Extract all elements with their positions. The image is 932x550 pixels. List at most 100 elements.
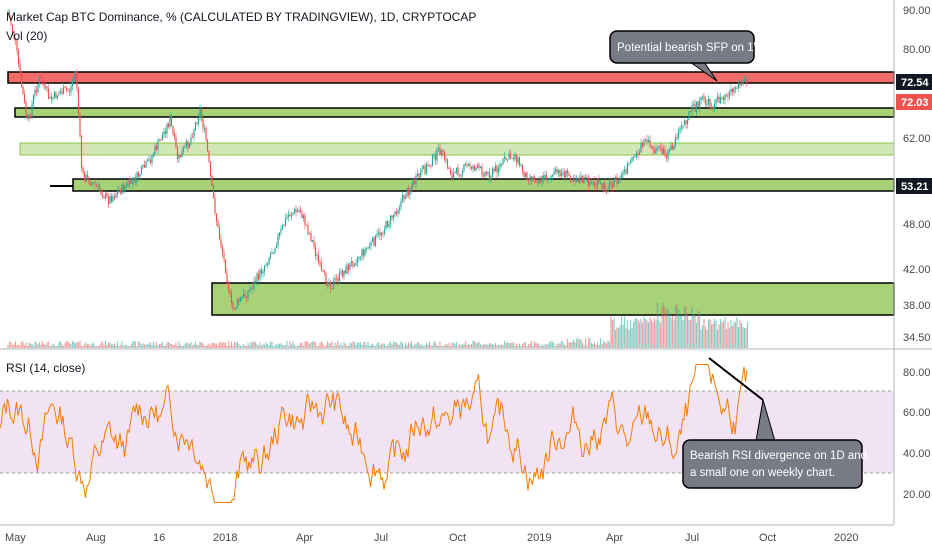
volume-bar [520,346,522,348]
time-tick-may: May [5,532,26,544]
candle-body [112,196,114,202]
volume-bar [584,338,587,348]
candle-body [382,232,384,234]
candle-body [499,163,501,169]
volume-bar [185,342,188,348]
volume-bar [175,342,177,348]
volume-bar [196,344,198,348]
candle-body [47,88,50,99]
volume-bar [97,346,99,348]
volume-bar [38,342,41,348]
candle-body [172,126,174,134]
volume-bar [449,346,452,348]
volume-bar [346,346,348,348]
volume-bar [143,344,146,348]
candle-body [473,166,476,171]
volume-bar [583,345,585,348]
rsi-divergence-line[interactable] [708,357,764,401]
candle-body [103,197,105,199]
candle-body [55,92,57,99]
candle-body [298,210,300,212]
candle-body [292,213,294,216]
candle-body [377,232,380,235]
volume-bar [668,312,671,348]
volume-bar [281,344,284,348]
volume-bar [173,345,176,348]
rsi-axis[interactable]: 80.00 60.00 40.00 20.00 [903,367,931,501]
support-zone-upper[interactable] [14,107,895,118]
volume-bar [121,341,123,348]
volume-bar [124,344,126,348]
volume-bar [245,346,248,348]
volume-bar [539,346,542,348]
volume-bar [64,343,66,348]
volume-bar [515,343,518,348]
volume-bar [14,341,17,348]
volume-bar [497,344,500,348]
candle-body [125,183,128,187]
support-zone-lower[interactable] [72,178,895,192]
candle-body [175,137,177,148]
candle-body [733,87,735,93]
price-axis[interactable]: 90.00 80.00 62.00 48.00 42.00 38.00 34.5… [903,5,931,344]
candle-body [239,297,242,302]
sfp-annotation[interactable]: Potential bearish SFP on 1W [609,30,765,82]
volume-bar [184,343,186,348]
volume-bar [191,345,194,348]
candle-body [328,282,330,286]
volume-bar [119,345,122,348]
volume-bar [116,341,119,348]
volume-bar [508,342,510,348]
volume-bar [127,345,129,348]
candle-body [23,94,26,102]
candle-body [119,190,122,194]
volume-bar [602,340,605,348]
candle-body [185,141,188,146]
candle-body [719,97,722,103]
candle-body [566,170,569,174]
candle-body [89,183,92,186]
volume-bar [250,342,252,348]
rsi-annotation[interactable]: Bearish RSI divergence on 1D and a small… [682,399,867,489]
candle-body [623,169,626,172]
volume-bar [391,344,393,348]
volume-bar [557,342,560,348]
candle-body [271,253,273,255]
candle-body [341,271,344,277]
volume-bar [344,343,347,348]
volume-bar [206,345,209,348]
volume-bar [352,341,354,348]
volume-bar [601,344,603,348]
volume-bar [724,316,726,348]
resistance-zone[interactable] [7,71,895,84]
volume-bar [190,342,192,348]
candle-body [448,167,450,169]
volume-bar [161,342,164,348]
candle-body [241,297,243,298]
volume-bar [7,345,9,348]
candle-body [290,215,293,217]
volume-bar [407,342,410,348]
candle-body [157,140,159,150]
candle-body [247,291,249,299]
candle-body [607,188,609,192]
candle-body [40,76,42,78]
support-zone-bottom[interactable] [211,282,895,316]
volume-bar [317,345,320,348]
volume-bar [296,345,299,348]
candle-body [224,259,227,273]
volume-bar [163,345,165,348]
time-axis[interactable]: May Aug 16 2018 Apr Jul Oct 2019 Apr Jul… [5,532,858,544]
volume-bar [328,343,330,348]
candle-body [530,176,533,181]
candle-body [110,196,113,202]
volume-bar [631,327,633,348]
candle-body [685,120,687,124]
candle-body [553,171,555,175]
volume-bar [133,340,135,348]
volume-bar [166,342,168,348]
rsi-line[interactable] [0,364,748,503]
candle-body [163,131,165,135]
support-zone-mid[interactable] [19,142,895,156]
